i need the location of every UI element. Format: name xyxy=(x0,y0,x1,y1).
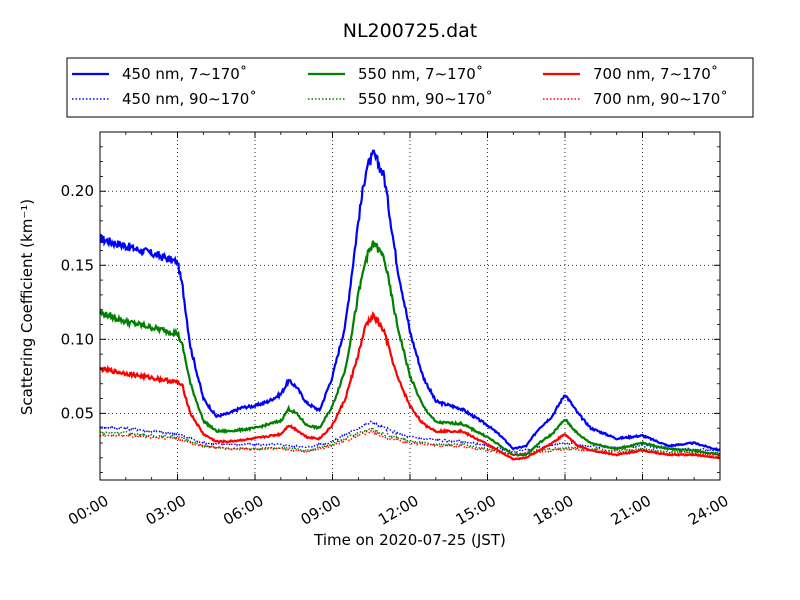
legend: 450 nm, 7∼170˚ 550 nm, 7∼170˚ 700 nm, 7∼17… xyxy=(66,57,754,118)
series-line-3 xyxy=(99,425,721,457)
legend-label: 700 nm, 90∼170˚ xyxy=(593,90,728,108)
x-tick-label: 03:00 xyxy=(143,492,189,529)
y-tick-label: 0.20 xyxy=(61,182,94,200)
series-line-2 xyxy=(98,240,721,457)
legend-label: 450 nm, 90∼170˚ xyxy=(122,90,257,108)
x-axis-label: Time on 2020-07-25 (JST) xyxy=(313,531,506,549)
chart-title: NL200725.dat xyxy=(343,20,478,42)
legend-label: 550 nm, 7∼170˚ xyxy=(358,65,483,83)
x-tick-label: 21:00 xyxy=(608,492,654,529)
y-tick-label: 0.05 xyxy=(61,404,94,422)
legend-label: 550 nm, 90∼170˚ xyxy=(358,90,493,108)
legend-label: 450 nm, 7∼170˚ xyxy=(122,65,247,83)
x-tick-label: 00:00 xyxy=(65,492,111,529)
legend-label: 700 nm, 7∼170˚ xyxy=(593,65,718,83)
series-line-0 xyxy=(99,149,721,452)
series-line-1 xyxy=(99,420,721,454)
x-tick-label: 12:00 xyxy=(375,492,421,529)
series-line-4 xyxy=(99,311,721,461)
legend-box xyxy=(66,57,754,118)
grid-lines xyxy=(100,132,720,480)
y-tick-label: 0.15 xyxy=(61,256,94,274)
x-tick-label: 18:00 xyxy=(530,492,576,529)
y-axis-label: Scattering Coefficient (km⁻¹) xyxy=(18,199,36,415)
series-line-5 xyxy=(99,428,721,457)
x-tick-label: 06:00 xyxy=(220,492,266,529)
y-tick-label: 0.10 xyxy=(61,330,94,348)
x-tick-label: 09:00 xyxy=(298,492,344,529)
plot-lines xyxy=(98,149,721,461)
x-tick-label: 15:00 xyxy=(453,492,499,529)
x-tick-label: 24:00 xyxy=(685,492,731,529)
